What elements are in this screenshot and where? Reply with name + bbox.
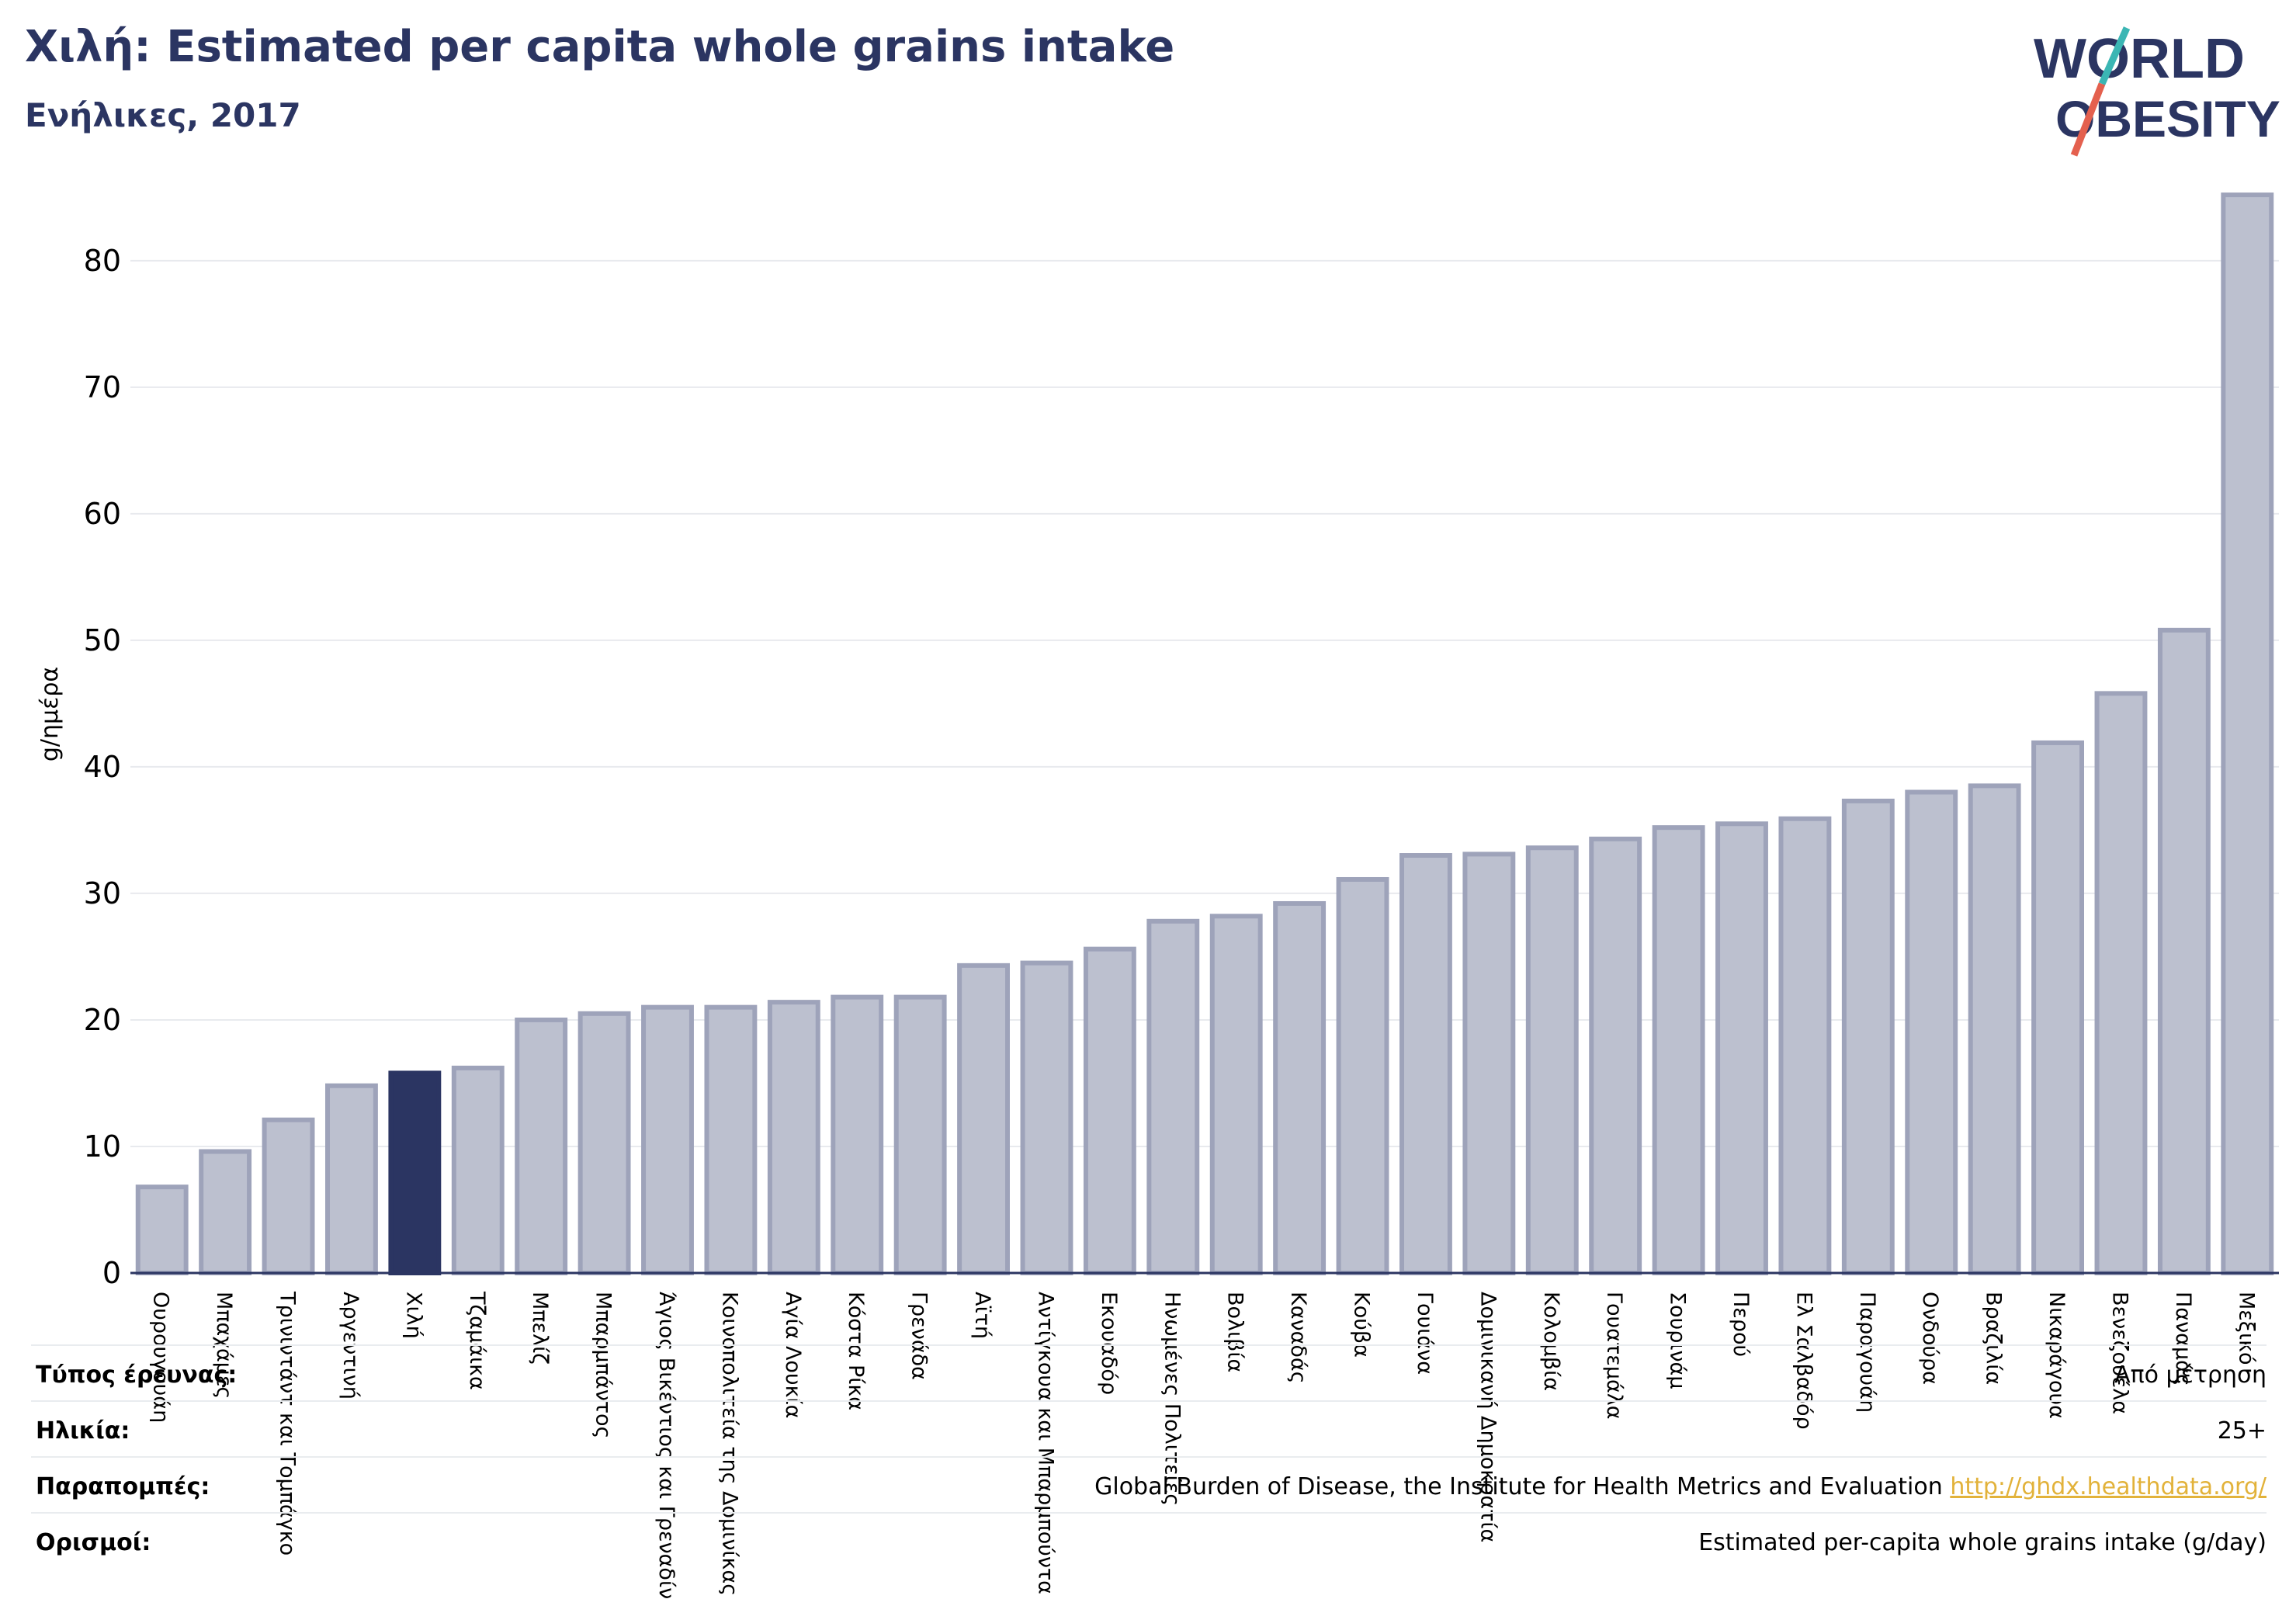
y-tick-label: 20	[84, 1003, 121, 1037]
bar	[767, 1000, 820, 1276]
page-subtitle: Ενήλικες, 2017	[25, 96, 301, 134]
y-tick-label: 30	[84, 876, 121, 910]
bar	[2031, 740, 2084, 1275]
reference-link[interactable]: http://ghdx.healthdata.org/	[1950, 1473, 2267, 1500]
logo-slash-coral	[2070, 82, 2106, 157]
y-tick-labels: 0 10 20 30 40 50 60 70 80	[84, 244, 121, 1290]
x-tick-label: Παραγουάη	[1855, 1292, 1879, 1413]
bar	[2221, 193, 2274, 1275]
world-obesity-logo: WORLD OBESITY	[2034, 26, 2280, 157]
bar	[704, 1004, 758, 1275]
bar	[1083, 946, 1136, 1276]
bar	[2094, 691, 2148, 1275]
x-tick-label: Χιλή	[401, 1292, 425, 1339]
meta-key: Παραπομπές:	[36, 1473, 210, 1500]
x-tick-label: Μεξικό	[2234, 1292, 2258, 1365]
bar	[1146, 918, 1200, 1275]
x-tick-label: Γρενάδα	[907, 1292, 931, 1380]
x-tick-label: Αντίγκουα και Μπαρμπούντα	[1033, 1292, 1057, 1594]
meta-value-group: Global Burden of Disease, the Institute …	[1094, 1473, 2267, 1500]
meta-value: 25+	[2217, 1417, 2267, 1445]
y-tick-label: 10	[84, 1129, 121, 1164]
x-tick-label: Σουρινάμ	[1666, 1292, 1690, 1389]
x-tick-label: Ονδούρα	[1918, 1292, 1942, 1385]
x-tick-label: Γουιάνα	[1413, 1292, 1437, 1375]
bar	[893, 994, 947, 1275]
bar	[1652, 825, 1705, 1275]
x-tick-label: Αγία Λουκία	[781, 1292, 805, 1418]
meta-key: Τύπος έρευνας:	[36, 1361, 238, 1389]
bar	[199, 1149, 252, 1275]
y-axis-label: g/ημέρα	[36, 667, 64, 761]
meta-row-survey-type: Τύπος έρευνας: Από μέτρηση	[31, 1344, 2267, 1402]
bar	[1336, 876, 1389, 1275]
x-tick-label: Βολιβία	[1223, 1292, 1247, 1372]
x-tick-label: Περού	[1729, 1292, 1753, 1357]
meta-value: Global Burden of Disease, the Institute …	[1094, 1473, 1943, 1500]
x-tick-label: Ηνωμένες Πολιτείες	[1160, 1292, 1184, 1506]
bar	[2157, 627, 2211, 1275]
bar	[1273, 900, 1327, 1275]
meta-key: Ορισμοί:	[36, 1529, 151, 1556]
x-tick-label: Δομινικανή Δημοκρατία	[1476, 1292, 1500, 1542]
page-title: Χιλή: Estimated per capita whole grains …	[25, 22, 1175, 72]
x-tick-label: Κοινοπολιτεία της Δομινίκας	[717, 1292, 741, 1596]
x-tick-label: Καναδάς	[1286, 1292, 1310, 1384]
x-tick-label: Γουατεμάλα	[1602, 1292, 1626, 1420]
y-tick-label: 50	[84, 623, 121, 657]
bar	[1778, 816, 1832, 1275]
bar	[1841, 798, 1895, 1275]
bar	[1399, 853, 1452, 1276]
x-tick-label: Βραζιλία	[1982, 1292, 2006, 1385]
meta-value: Estimated per-capita whole grains intake…	[1698, 1529, 2267, 1556]
x-tick-label: Εκουαδόρ	[1097, 1292, 1121, 1395]
bar	[1715, 821, 1768, 1275]
bar	[1525, 845, 1579, 1275]
x-tick-label: Αϊτή	[970, 1292, 994, 1339]
bar	[1905, 789, 1958, 1275]
x-tick-label: Τζαμάικα	[465, 1291, 489, 1390]
bar	[1968, 783, 2021, 1275]
x-tick-label: Βενεζουέλα	[2107, 1292, 2131, 1414]
bar	[831, 994, 884, 1275]
bar	[1209, 914, 1263, 1275]
bar	[388, 1070, 442, 1275]
x-tick-label: Παναμάς	[2171, 1292, 2195, 1386]
x-tick-label: Μπαρμπάντος	[591, 1292, 616, 1438]
bar	[325, 1083, 378, 1275]
bar	[451, 1065, 505, 1276]
bar	[1589, 836, 1642, 1275]
x-tick-label: Τρινιντάντ και Τομπάγκο	[276, 1291, 300, 1556]
meta-value: Από μέτρηση	[2114, 1361, 2267, 1389]
x-tick-label: Κολομβία	[1539, 1292, 1563, 1391]
y-tick-label: 60	[84, 497, 121, 531]
meta-row-definitions: Ορισμοί: Estimated per-capita whole grai…	[31, 1512, 2267, 1570]
bar	[135, 1185, 189, 1275]
meta-row-references: Παραπομπές: Global Burden of Disease, th…	[31, 1456, 2267, 1514]
bars	[135, 193, 2274, 1276]
x-tick-label: Νικαράγουα	[2045, 1292, 2069, 1419]
bar	[1020, 960, 1073, 1275]
x-tick-label: Άγιος Βικέντιος και Γρεναδίνες	[654, 1292, 678, 1599]
x-tick-label: Κόστα Ρίκα	[844, 1292, 868, 1410]
y-tick-label: 40	[84, 750, 121, 784]
meta-key: Ηλικία:	[36, 1417, 130, 1445]
meta-row-age: Ηλικία: 25+	[31, 1400, 2267, 1458]
x-tick-label: Ελ Σαλβαδόρ	[1791, 1292, 1816, 1430]
y-tick-label: 0	[102, 1256, 121, 1290]
logo-text-world: WORLD	[2034, 28, 2245, 90]
bar	[641, 1004, 694, 1275]
x-tick-label: Μπελίζ	[528, 1292, 552, 1365]
bar	[262, 1117, 315, 1275]
bar	[577, 1011, 631, 1276]
logo-slash-teal	[2098, 26, 2131, 85]
x-tick-labels: Ουρουγουάη Μπαχάμες Τρινιντάντ και Τομπάγκ…	[149, 1291, 2259, 1599]
x-tick-label: Κούβα	[1350, 1292, 1374, 1358]
bar	[1462, 852, 1516, 1276]
bar	[515, 1017, 568, 1275]
y-tick-label: 70	[84, 370, 121, 404]
y-tick-label: 80	[84, 244, 121, 278]
bar	[957, 963, 1010, 1276]
